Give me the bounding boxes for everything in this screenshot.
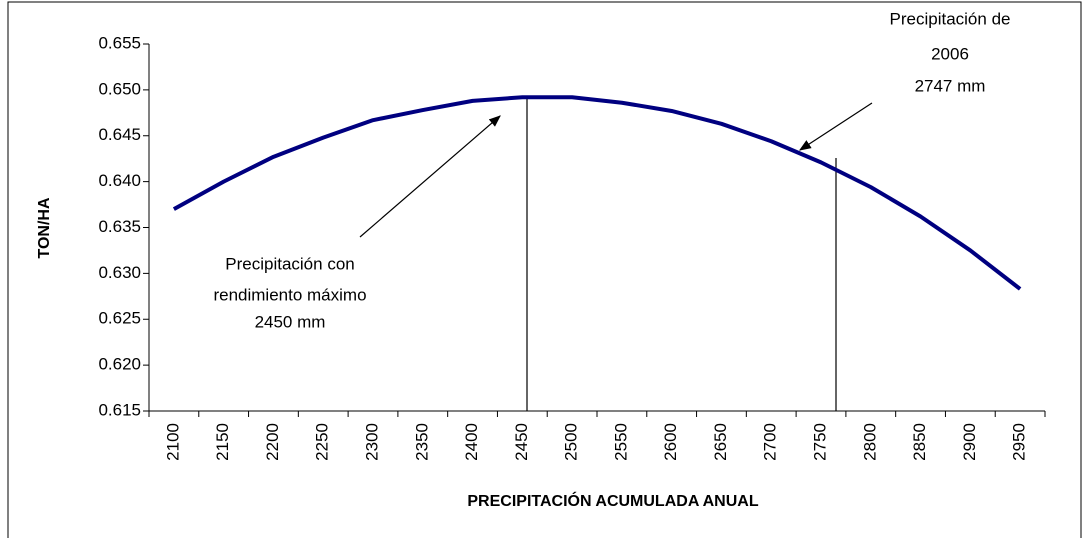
x-tick-label: 2800 <box>860 423 879 461</box>
x-tick-label: 2700 <box>761 423 780 461</box>
x-tick-label: 2950 <box>1010 423 1029 461</box>
x-tick-label: 2900 <box>960 423 979 461</box>
x-tick-label: 2650 <box>711 423 730 461</box>
annotation: 2006 <box>931 44 969 63</box>
data-line <box>172 95 1022 291</box>
x-tick-label: 2550 <box>611 423 630 461</box>
y-tick-label: 0.650 <box>98 79 141 98</box>
annotation-arrow <box>359 115 501 238</box>
x-tick-label: 2500 <box>562 423 581 461</box>
y-tick-label: 0.655 <box>98 33 141 52</box>
x-tick-label: 2450 <box>512 423 531 461</box>
x-tick-label: 2250 <box>313 423 332 461</box>
x-tick-label: 2600 <box>661 423 680 461</box>
annotation: Precipitación con <box>225 254 354 273</box>
x-tick-label: 2400 <box>462 423 481 461</box>
annotation: Precipitación de <box>890 9 1011 28</box>
x-tick-label: 2200 <box>263 423 282 461</box>
x-tick-label: 2850 <box>910 423 929 461</box>
x-tick-label: 2150 <box>213 423 232 461</box>
y-tick-label: 0.645 <box>98 125 141 144</box>
y-tick-label: 0.625 <box>98 309 141 328</box>
y-tick-label: 0.620 <box>98 355 141 374</box>
annotation-arrow <box>798 102 873 151</box>
y-axis-label: TON/HA <box>36 197 53 258</box>
annotation: 2747 mm <box>915 76 986 95</box>
x-axis-label: PRECIPITACIÓN ACUMULADA ANUAL <box>467 491 758 510</box>
x-tick-label: 2350 <box>412 423 431 461</box>
x-tick-label: 2750 <box>810 423 829 461</box>
x-tick-label: 2300 <box>362 423 381 461</box>
annotation: 2450 mm <box>255 312 326 331</box>
annotation: rendimiento máximo <box>213 285 366 304</box>
chart-frame <box>7 1 1082 538</box>
y-tick-label: 0.635 <box>98 217 141 236</box>
y-tick-label: 0.640 <box>98 171 141 190</box>
y-tick-label: 0.630 <box>98 263 141 282</box>
x-tick-label: 2100 <box>163 423 182 461</box>
y-tick-label: 0.615 <box>98 400 141 419</box>
